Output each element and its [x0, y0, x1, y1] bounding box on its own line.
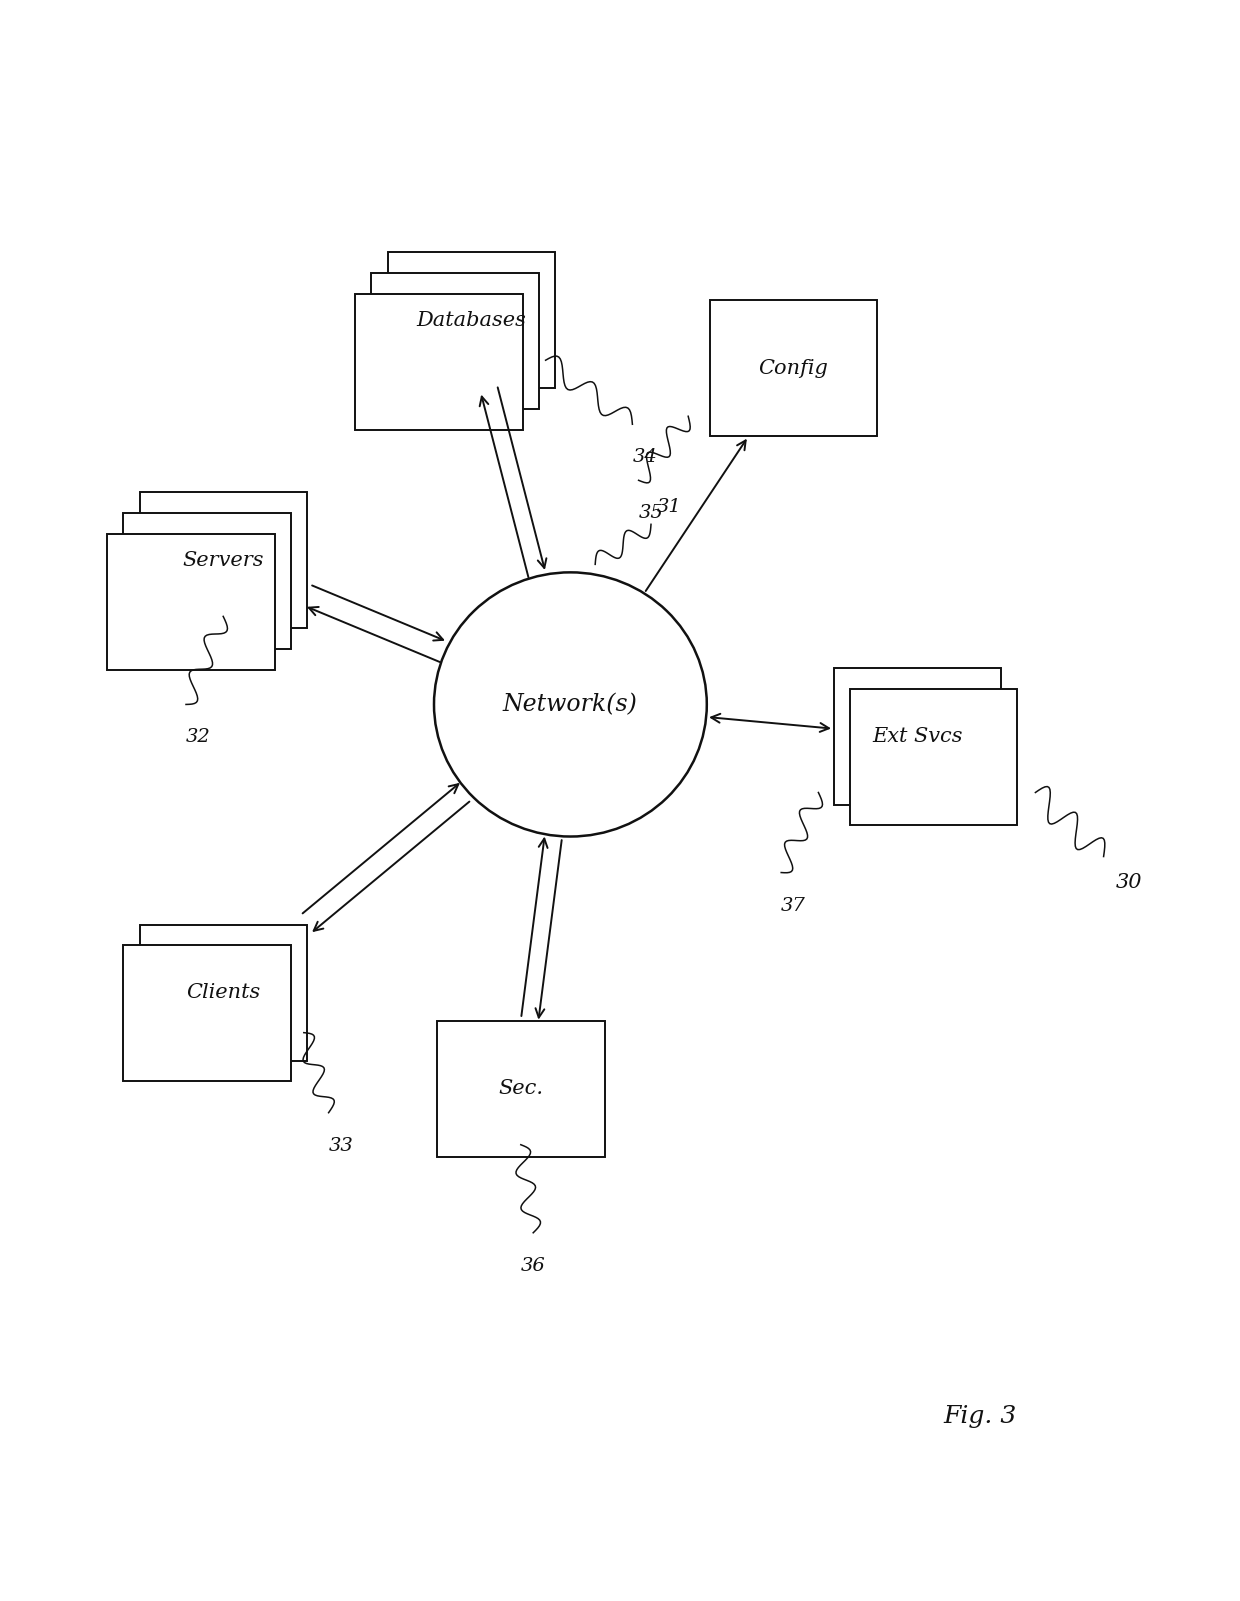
Text: Ext Svcs: Ext Svcs — [873, 727, 962, 746]
Bar — [355, 293, 523, 429]
Text: Network(s): Network(s) — [503, 693, 637, 716]
Text: 35: 35 — [639, 504, 663, 522]
Text: 33: 33 — [329, 1137, 353, 1154]
Text: 30: 30 — [1116, 873, 1142, 892]
Bar — [123, 945, 290, 1082]
Text: Databases: Databases — [417, 311, 526, 330]
Bar — [139, 493, 306, 628]
Ellipse shape — [434, 572, 707, 836]
Bar — [851, 688, 1017, 825]
Text: 34: 34 — [632, 448, 657, 466]
Bar — [139, 924, 306, 1060]
Bar — [436, 1021, 605, 1156]
Text: Servers: Servers — [182, 551, 264, 570]
Bar — [123, 512, 290, 648]
Bar — [709, 299, 878, 435]
Bar — [387, 251, 556, 387]
Bar — [372, 272, 538, 408]
Text: 32: 32 — [186, 728, 211, 746]
Text: 31: 31 — [657, 498, 682, 516]
Bar — [833, 669, 1002, 804]
Bar — [107, 533, 274, 669]
Text: Clients: Clients — [186, 983, 260, 1002]
Text: 36: 36 — [521, 1257, 546, 1274]
Text: Config: Config — [759, 359, 828, 378]
Text: 37: 37 — [781, 897, 806, 914]
Text: Sec.: Sec. — [498, 1079, 543, 1098]
Text: Fig. 3: Fig. 3 — [942, 1406, 1017, 1428]
